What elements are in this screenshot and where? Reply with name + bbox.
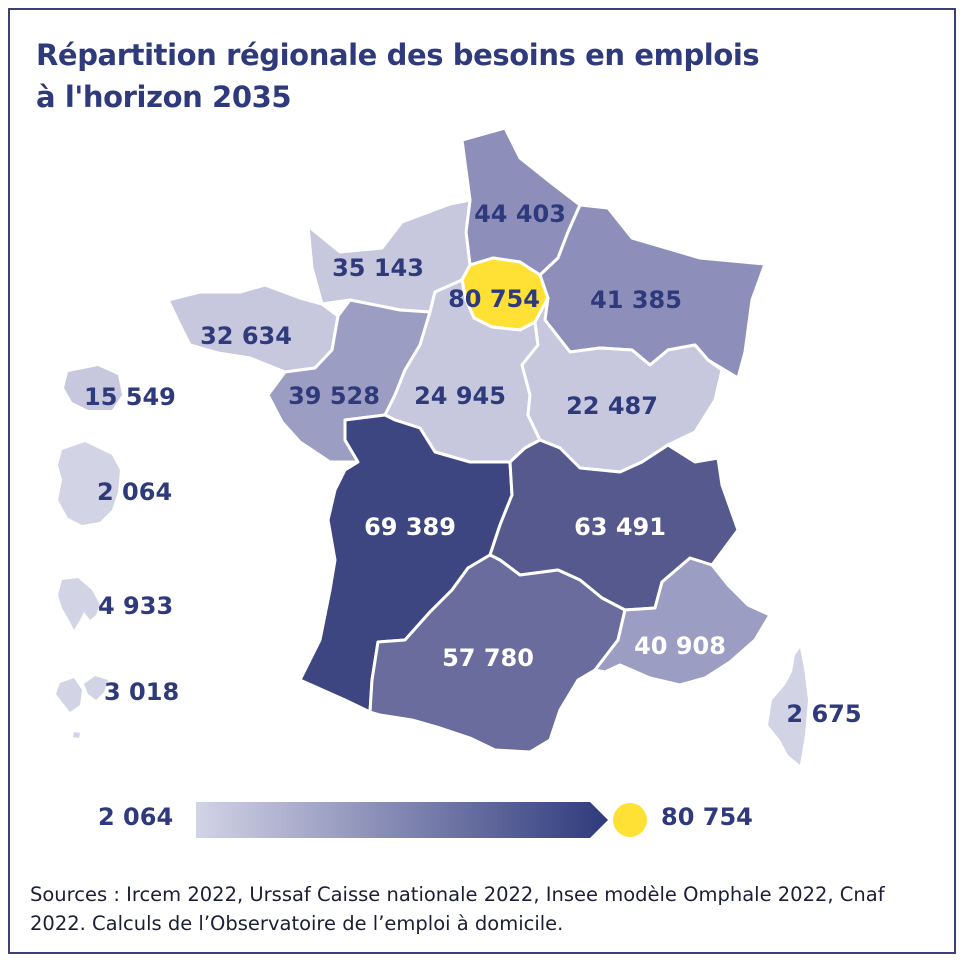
sources-note: Sources : Ircem 2022, Urssaf Caisse nati… [30, 883, 885, 935]
title-line-1: Répartition régionale des besoins en emp… [36, 38, 760, 72]
chart-frame [8, 8, 956, 954]
legend-max-dot [613, 803, 647, 837]
region-corse [768, 648, 808, 765]
region-value-corse: 2 675 [786, 700, 861, 728]
region-paca [593, 556, 772, 687]
region-value-auvergne-rhone-alpes: 63 491 [574, 513, 666, 541]
region-value-paca: 40 908 [634, 632, 726, 660]
region-bourgogne-franche-comte [520, 296, 724, 474]
region-value-pays-de-la-loire: 39 528 [288, 382, 380, 410]
region-value-hauts-de-france: 44 403 [474, 200, 566, 228]
region-value-martinique: 4 933 [98, 592, 173, 620]
region-value-normandie: 35 143 [332, 254, 424, 282]
region-value-guadeloupe: 3 018 [104, 678, 179, 706]
legend-gradient-arrow [196, 802, 608, 838]
title-line-2: à l'horizon 2035 [36, 80, 292, 114]
region-guyane [58, 442, 120, 525]
region-value-centre-val-de-loire: 24 945 [414, 382, 506, 410]
region-value-bretagne: 32 634 [200, 322, 292, 350]
legend-min-label: 2 064 [98, 803, 174, 831]
region-value-guyane: 2 064 [97, 478, 172, 506]
region-value-occitanie: 57 780 [442, 644, 534, 672]
region-value-grand-est: 41 385 [590, 286, 682, 314]
region-value-ile-de-france: 80 754 [448, 285, 540, 313]
region-value-bourgogne-franche-comte: 22 487 [566, 392, 658, 420]
region-value-nouvelle-aquitaine: 69 389 [364, 513, 456, 541]
region-martinique [58, 578, 100, 630]
region-reunion [64, 366, 122, 410]
page-title: Répartition régionale des besoins en emp… [36, 34, 760, 118]
legend-max-label: 80 754 [661, 803, 753, 831]
region-value-reunion: 15 549 [84, 383, 176, 411]
region-guadeloupe [56, 676, 108, 738]
